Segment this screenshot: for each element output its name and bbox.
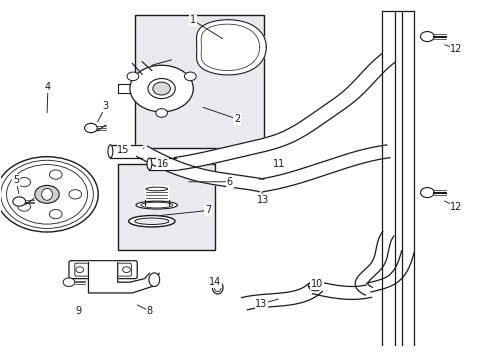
Text: 10: 10 xyxy=(310,279,322,289)
Circle shape xyxy=(130,65,193,112)
Ellipse shape xyxy=(149,273,159,287)
Polygon shape xyxy=(241,284,322,310)
Text: 14: 14 xyxy=(209,277,221,287)
Text: 7: 7 xyxy=(204,206,211,216)
Text: 5: 5 xyxy=(13,175,20,185)
Circle shape xyxy=(63,278,75,287)
Text: 2: 2 xyxy=(234,114,240,124)
Circle shape xyxy=(153,82,170,95)
Text: 12: 12 xyxy=(449,44,462,54)
Text: 6: 6 xyxy=(226,177,232,187)
Polygon shape xyxy=(381,12,394,345)
Circle shape xyxy=(13,197,25,206)
Circle shape xyxy=(35,185,59,203)
Bar xyxy=(144,185,168,200)
Circle shape xyxy=(122,267,130,273)
Circle shape xyxy=(127,72,139,81)
Circle shape xyxy=(49,170,62,179)
Bar xyxy=(118,164,215,250)
Circle shape xyxy=(184,72,196,81)
Text: 15: 15 xyxy=(117,144,129,154)
Text: 4: 4 xyxy=(45,82,51,92)
Text: 12: 12 xyxy=(449,202,462,212)
Polygon shape xyxy=(174,54,394,170)
Bar xyxy=(135,15,264,148)
Text: 13: 13 xyxy=(256,195,268,205)
Polygon shape xyxy=(354,231,393,295)
Polygon shape xyxy=(149,158,176,170)
Ellipse shape xyxy=(136,201,177,209)
Polygon shape xyxy=(259,145,389,192)
Polygon shape xyxy=(196,20,266,75)
FancyBboxPatch shape xyxy=(69,261,137,279)
Circle shape xyxy=(69,190,81,199)
Ellipse shape xyxy=(146,187,167,191)
Ellipse shape xyxy=(147,158,152,170)
Polygon shape xyxy=(381,11,413,12)
Ellipse shape xyxy=(135,218,168,225)
Circle shape xyxy=(49,210,62,219)
Ellipse shape xyxy=(141,202,172,208)
Ellipse shape xyxy=(41,188,52,200)
Circle shape xyxy=(18,202,30,211)
Text: 16: 16 xyxy=(156,159,168,169)
Polygon shape xyxy=(137,146,264,192)
Text: 1: 1 xyxy=(190,15,196,26)
Polygon shape xyxy=(312,282,371,300)
Ellipse shape xyxy=(128,216,175,227)
Circle shape xyxy=(84,123,97,133)
Polygon shape xyxy=(88,262,159,293)
Circle shape xyxy=(156,109,167,117)
Polygon shape xyxy=(401,12,413,345)
Ellipse shape xyxy=(212,281,223,294)
Circle shape xyxy=(420,32,433,41)
Circle shape xyxy=(76,267,83,273)
Circle shape xyxy=(148,78,175,99)
Text: 13: 13 xyxy=(255,299,267,309)
Circle shape xyxy=(18,177,30,187)
Ellipse shape xyxy=(108,145,113,158)
Text: 3: 3 xyxy=(102,102,108,112)
Text: 8: 8 xyxy=(146,306,152,316)
Polygon shape xyxy=(366,251,413,292)
Circle shape xyxy=(308,281,322,291)
Text: 9: 9 xyxy=(76,306,81,316)
Polygon shape xyxy=(110,145,142,158)
Ellipse shape xyxy=(214,284,221,292)
Text: 11: 11 xyxy=(272,159,284,169)
Circle shape xyxy=(420,188,433,198)
Circle shape xyxy=(0,157,98,232)
